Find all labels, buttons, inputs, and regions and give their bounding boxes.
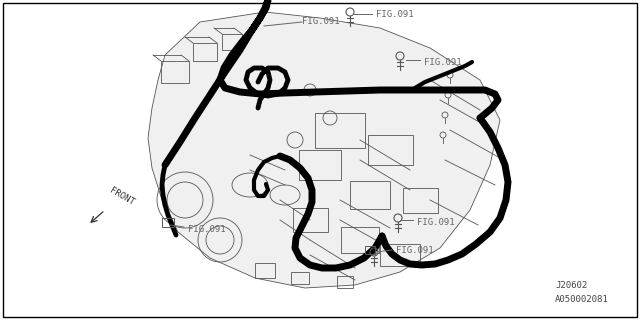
Bar [350, 181, 390, 209]
Text: FIG.091: FIG.091 [417, 218, 454, 227]
Bar [337, 276, 353, 288]
Bar [292, 208, 328, 232]
Text: FIG.091: FIG.091 [376, 10, 413, 19]
Bar [299, 150, 341, 180]
Text: FIG.091: FIG.091 [396, 246, 434, 255]
Bar [403, 188, 438, 212]
Bar [365, 246, 375, 254]
Text: FIG.091: FIG.091 [302, 17, 340, 26]
Bar [291, 272, 309, 284]
Text: A050002081: A050002081 [555, 295, 609, 304]
Text: FIG.091: FIG.091 [424, 58, 461, 67]
Bar [380, 244, 420, 266]
Bar [367, 135, 413, 165]
Bar [193, 43, 217, 61]
Bar [315, 113, 365, 148]
Text: J20602: J20602 [555, 281, 588, 290]
Text: FIG.091: FIG.091 [188, 225, 226, 234]
Bar [162, 218, 174, 227]
Bar [255, 262, 275, 277]
Bar [161, 61, 189, 83]
Polygon shape [148, 12, 500, 288]
Text: FRONT: FRONT [108, 186, 136, 207]
Bar [222, 34, 242, 50]
Bar [341, 227, 379, 253]
